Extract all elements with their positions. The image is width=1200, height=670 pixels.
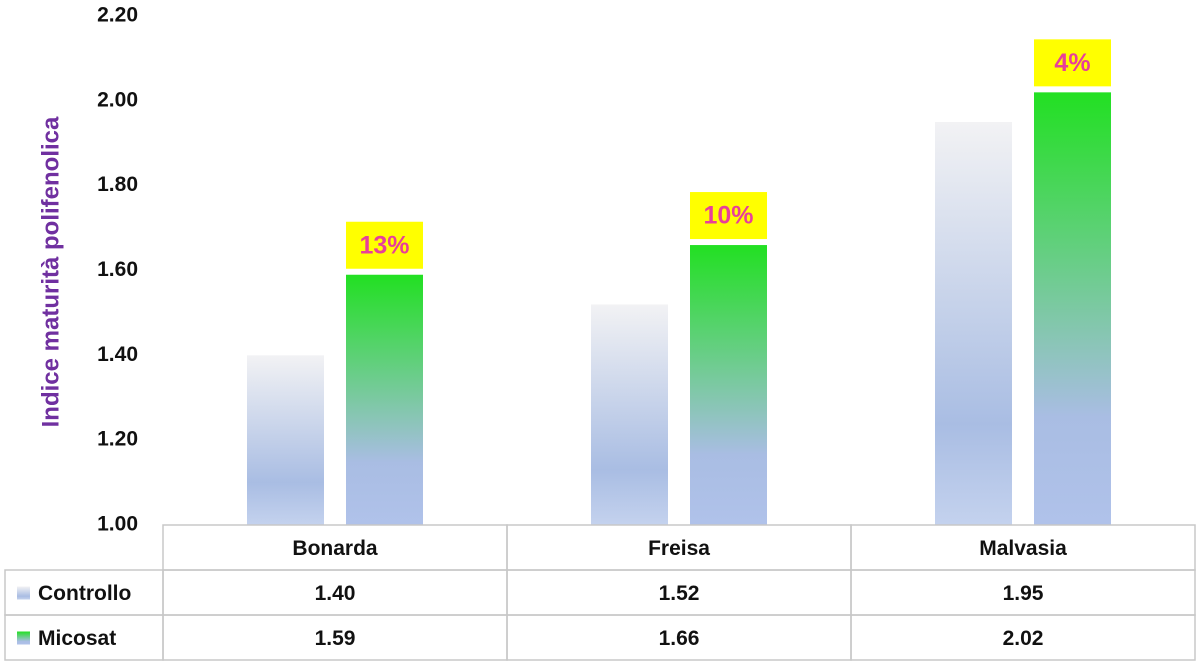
table-cell <box>850 614 1196 661</box>
y-tick-label: 1.40 <box>97 343 138 366</box>
annotation: 13% <box>359 231 409 259</box>
bar <box>591 304 668 525</box>
y-tick-label: 1.80 <box>97 173 138 196</box>
y-tick-label: 1.00 <box>97 513 138 536</box>
y-tick-label: 2.20 <box>97 4 138 27</box>
annotation-box <box>1034 39 1111 87</box>
table-value: 1.59 <box>315 627 356 650</box>
annotation-box <box>690 192 767 240</box>
legend-swatch <box>17 586 30 600</box>
x-tick-label: Freisa <box>648 537 710 560</box>
table-value: 1.52 <box>659 582 700 605</box>
table-value: 1.40 <box>315 582 356 605</box>
bar <box>935 122 1012 526</box>
legend-label: Micosat <box>38 627 116 650</box>
annotation: 10% <box>703 202 753 230</box>
x-tick-label: Bonarda <box>292 537 378 560</box>
y-tick-label: 2.00 <box>97 88 138 111</box>
x-tick-label: Malvasia <box>979 537 1067 560</box>
y-tick-label: 1.20 <box>97 428 138 451</box>
table-value: 1.95 <box>1003 582 1044 605</box>
legend-label: Controllo <box>38 582 131 605</box>
bar <box>346 274 423 525</box>
annotation-box <box>346 221 423 269</box>
table-value: 1.66 <box>659 627 700 650</box>
legend-swatch <box>17 631 30 645</box>
annotation: 4% <box>1054 49 1090 77</box>
y-axis-label: Indice maturità polifenolica <box>37 116 64 427</box>
table-value: 2.02 <box>1003 627 1044 650</box>
y-tick-label: 1.60 <box>97 258 138 281</box>
bar <box>247 355 324 525</box>
bar <box>1034 92 1111 525</box>
bar <box>690 245 767 526</box>
